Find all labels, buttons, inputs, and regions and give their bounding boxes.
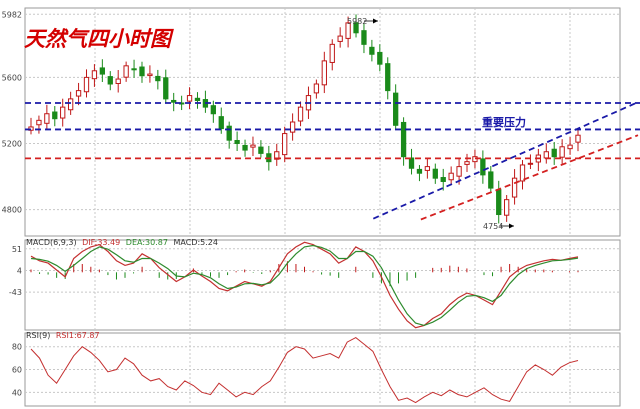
candle-body — [377, 51, 383, 65]
candle-body — [155, 75, 161, 82]
candle-body — [440, 177, 446, 182]
chart-title: 天然气四小时图 — [24, 26, 174, 51]
price-tick-label: 4800 — [2, 206, 22, 215]
candle-body — [543, 151, 549, 159]
annotation-high-label: 5982 — [347, 17, 367, 26]
candle-body — [36, 119, 42, 126]
candle-body — [218, 116, 224, 130]
price-tick-label: 5600 — [2, 73, 22, 82]
candle-body — [353, 22, 359, 34]
trend-line-0 — [372, 101, 639, 220]
candle-body — [400, 121, 407, 158]
candle-body — [385, 63, 391, 92]
candle-body — [321, 60, 327, 86]
candle-body — [107, 76, 113, 85]
rsi-legend-value: RSI1:67.87 — [56, 331, 100, 340]
candle-body — [194, 97, 201, 102]
candle-body — [139, 66, 145, 77]
candle-body — [519, 164, 526, 182]
candle-body — [226, 125, 232, 141]
macd-legend-macd: MACD:5.24 — [173, 238, 218, 247]
candle-body — [60, 106, 66, 119]
candle-body — [337, 35, 343, 42]
macd-tick-label: 4 — [17, 266, 22, 275]
candle-body — [67, 98, 74, 111]
candle-body — [575, 134, 581, 143]
rsi-legend-name: RSI(9) — [26, 331, 50, 340]
candle-body — [186, 95, 193, 102]
annotation-low-label: 4754 — [483, 222, 503, 231]
candle-body — [496, 189, 502, 216]
annotation-low: 4754 — [483, 222, 514, 231]
candle-body — [511, 177, 518, 198]
price-tick-label: 5200 — [2, 139, 22, 148]
candle-body — [282, 133, 288, 156]
candle-body — [297, 106, 304, 122]
candle-body — [147, 73, 153, 77]
candle-body — [83, 76, 90, 93]
candle-body — [432, 168, 438, 179]
candle-body — [488, 171, 494, 189]
candle-body — [75, 90, 82, 97]
candle-body — [99, 67, 105, 75]
candle-body — [52, 111, 58, 120]
rsi-tick-label: 80 — [12, 343, 22, 352]
annotation-high-arrowhead — [373, 18, 378, 24]
candle-body — [448, 172, 454, 181]
annotation-high: 5982 — [347, 17, 378, 26]
annotation-low-arrowhead — [509, 223, 514, 229]
candle-body — [464, 161, 470, 165]
candle-body — [329, 43, 335, 63]
candle-body — [369, 46, 375, 55]
macd-legend-dea: DEA:30.87 — [126, 238, 168, 247]
candle-body — [131, 68, 137, 71]
candle-body — [171, 99, 177, 103]
candle-body — [393, 92, 399, 126]
rsi-tick-label: 40 — [12, 388, 22, 397]
macd-legend-name: MACD(6,9,3) — [26, 238, 77, 247]
candle-body — [123, 65, 129, 78]
candle-body — [480, 158, 486, 176]
price-tick-label: 5982 — [2, 10, 22, 19]
candle-body — [115, 78, 121, 85]
macd-tick-label: -43 — [9, 288, 22, 297]
macd-legend: MACD(6,9,3) DIF:33.49 DEA:30.87 MACD:5.2… — [26, 238, 218, 247]
candle-body — [250, 144, 256, 148]
macd-tick-label: 51 — [12, 245, 22, 254]
candle-body — [551, 148, 557, 158]
candle-body — [456, 166, 462, 177]
candle-body — [416, 168, 423, 174]
macd-legend-dif: DIF:33.49 — [82, 238, 120, 247]
candle-body — [91, 70, 98, 80]
candle-body — [567, 144, 573, 150]
candle-body — [504, 199, 510, 216]
macd-line-dif — [30, 241, 579, 329]
candle-body — [527, 162, 534, 165]
rsi-line — [30, 337, 579, 404]
candle-body — [163, 77, 169, 100]
trend-line-1 — [420, 134, 639, 221]
candle-body — [234, 139, 240, 144]
panel-frame-1 — [24, 239, 621, 331]
candle-body — [361, 30, 367, 45]
rsi-legend: RSI(9) RSI1:67.87 — [26, 331, 100, 340]
annotation-resistance: 重要压力 — [482, 115, 526, 129]
candle-body — [242, 144, 248, 151]
candle-body — [289, 121, 296, 133]
candle-body — [408, 157, 415, 169]
candle-body — [345, 22, 351, 39]
candle-body — [44, 113, 50, 124]
rsi-tick-label: 60 — [12, 366, 22, 375]
macd-line-dea — [30, 244, 579, 327]
candle-body — [559, 146, 565, 158]
candle-body — [210, 105, 216, 115]
candle-body — [424, 166, 431, 171]
panel-frame-0 — [24, 7, 621, 237]
candle-body — [313, 83, 320, 94]
candle-body — [258, 146, 264, 154]
